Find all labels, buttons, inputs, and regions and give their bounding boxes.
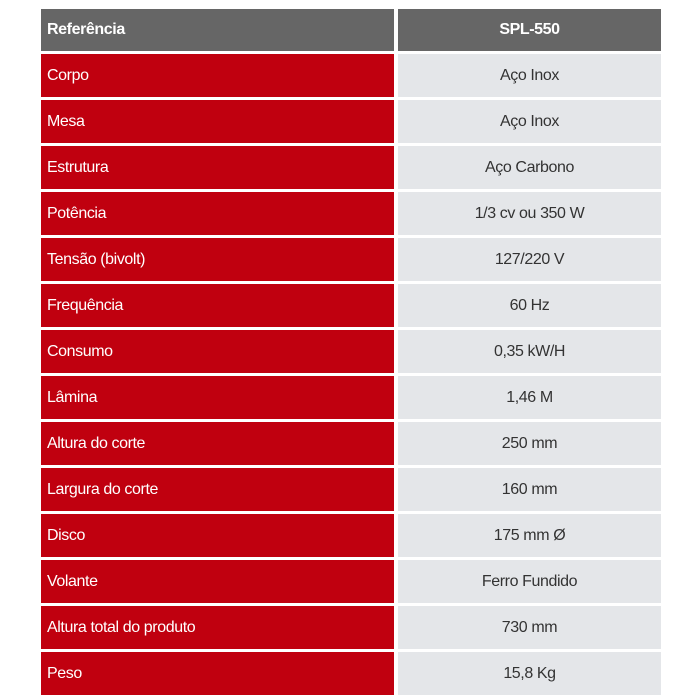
header-model: SPL-550: [398, 9, 661, 51]
spec-value: 175 mm Ø: [398, 514, 661, 557]
table-row: Corpo Aço Inox: [41, 54, 661, 97]
spec-value: 730 mm: [398, 606, 661, 649]
spec-value: Aço Inox: [398, 100, 661, 143]
table-row: Altura total do produto 730 mm: [41, 606, 661, 649]
spec-value: Aço Carbono: [398, 146, 661, 189]
table-row: Estrutura Aço Carbono: [41, 146, 661, 189]
spec-value: Aço Inox: [398, 54, 661, 97]
spec-label: Corpo: [41, 54, 394, 97]
spec-label: Mesa: [41, 100, 394, 143]
table-row: Consumo 0,35 kW/H: [41, 330, 661, 373]
table-row: Largura do corte 160 mm: [41, 468, 661, 511]
spec-label: Volante: [41, 560, 394, 603]
spec-label: Frequência: [41, 284, 394, 327]
table-row: Potência 1/3 cv ou 350 W: [41, 192, 661, 235]
spec-value: 1/3 cv ou 350 W: [398, 192, 661, 235]
spec-label: Altura do corte: [41, 422, 394, 465]
table-row: Frequência 60 Hz: [41, 284, 661, 327]
spec-label: Largura do corte: [41, 468, 394, 511]
spec-value: 0,35 kW/H: [398, 330, 661, 373]
table-row: Peso 15,8 Kg: [41, 652, 661, 695]
spec-label: Tensão (bivolt): [41, 238, 394, 281]
spec-label: Peso: [41, 652, 394, 695]
table-row: Lâmina 1,46 M: [41, 376, 661, 419]
table-row: Disco 175 mm Ø: [41, 514, 661, 557]
header-label: Referência: [41, 9, 394, 51]
spec-value: 15,8 Kg: [398, 652, 661, 695]
spec-label: Lâmina: [41, 376, 394, 419]
spec-value: Ferro Fundido: [398, 560, 661, 603]
spec-value: 160 mm: [398, 468, 661, 511]
spec-value: 127/220 V: [398, 238, 661, 281]
table-row: Mesa Aço Inox: [41, 100, 661, 143]
table-row: Tensão (bivolt) 127/220 V: [41, 238, 661, 281]
spec-label: Potência: [41, 192, 394, 235]
spec-label: Altura total do produto: [41, 606, 394, 649]
spec-value: 250 mm: [398, 422, 661, 465]
table-row: Altura do corte 250 mm: [41, 422, 661, 465]
table-header: Referência SPL-550: [41, 9, 661, 51]
spec-label: Consumo: [41, 330, 394, 373]
spec-label: Disco: [41, 514, 394, 557]
spec-value: 1,46 M: [398, 376, 661, 419]
table-row: Volante Ferro Fundido: [41, 560, 661, 603]
spec-table: Referência SPL-550 Corpo Aço Inox Mesa Aço …: [41, 9, 661, 698]
spec-value: 60 Hz: [398, 284, 661, 327]
spec-label: Estrutura: [41, 146, 394, 189]
